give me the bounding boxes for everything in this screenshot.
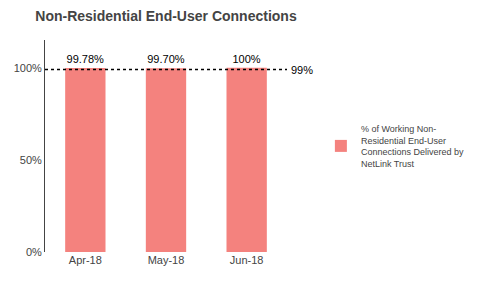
- svg-text:99.70%: 99.70%: [147, 53, 185, 65]
- svg-text:% of Working Non-Residential E: % of Working Non-Residential End-UserCon…: [361, 124, 464, 169]
- svg-text:99%: 99%: [291, 64, 313, 76]
- svg-text:Jun-18: Jun-18: [230, 254, 264, 266]
- svg-text:99.78%: 99.78%: [67, 53, 105, 65]
- svg-text:100%: 100%: [14, 62, 42, 74]
- svg-text:0%: 0%: [26, 246, 42, 258]
- svg-text:May-18: May-18: [148, 254, 185, 266]
- svg-text:50%: 50%: [20, 154, 42, 166]
- svg-text:100%: 100%: [232, 53, 260, 65]
- svg-text:Apr-18: Apr-18: [69, 254, 102, 266]
- svg-text:Non-Residential End-User Conne: Non-Residential End-User Connections: [35, 8, 297, 24]
